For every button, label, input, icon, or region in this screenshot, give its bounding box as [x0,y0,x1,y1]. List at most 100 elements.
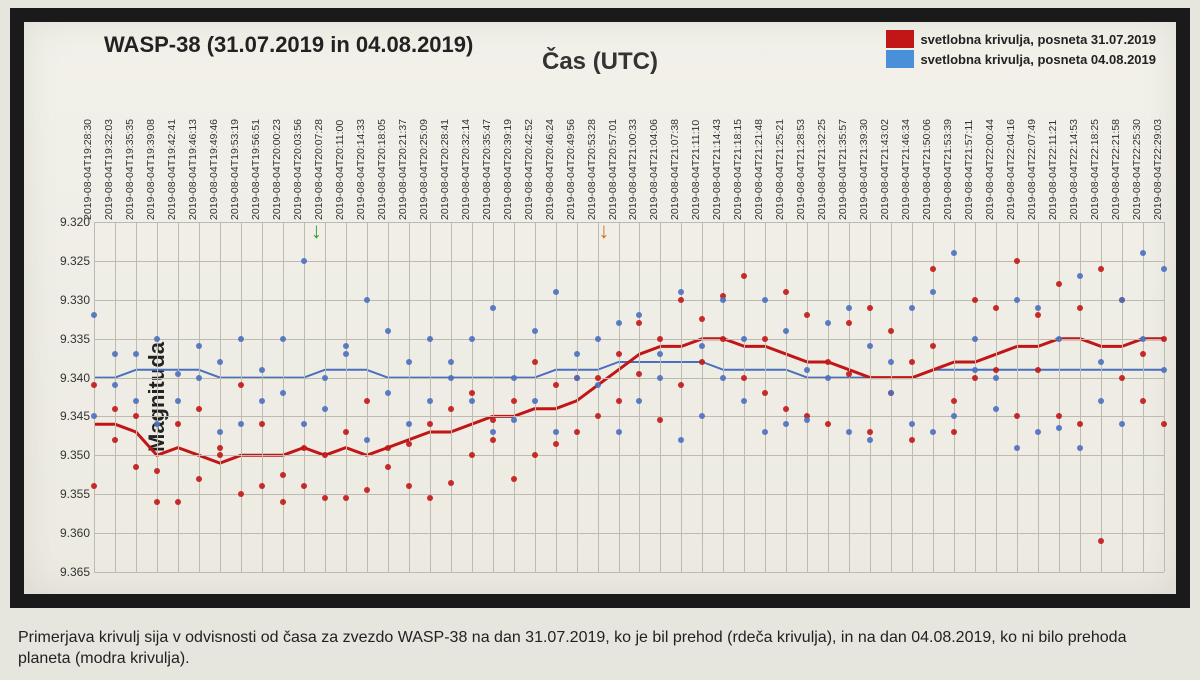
data-point [574,351,580,357]
data-point [762,390,768,396]
data-point [196,476,202,482]
data-point [364,487,370,493]
data-point [238,421,244,427]
xtick-label: 2019-08-04T20:14:33 [355,119,367,220]
plot-area: Magnituda 9.3209.3259.3309.3359.3409.345… [94,222,1164,572]
xtick-label: 2019-08-04T22:18:25 [1089,119,1101,220]
data-point [636,398,642,404]
data-point [259,483,265,489]
gridline-v [199,222,200,572]
data-point [678,437,684,443]
data-point [1077,421,1083,427]
data-point [1098,266,1104,272]
xtick-label: 2019-08-04T22:00:44 [984,119,996,220]
xtick-label: 2019-08-04T20:32:14 [460,119,472,220]
data-point [259,421,265,427]
data-point [238,491,244,497]
data-point [217,429,223,435]
data-point [762,336,768,342]
data-point [930,289,936,295]
data-point [1161,367,1167,373]
data-point [1014,297,1020,303]
data-point [825,359,831,365]
data-point [301,421,307,427]
data-point [1098,538,1104,544]
data-point [217,445,223,451]
data-point [1014,445,1020,451]
data-point [783,328,789,334]
data-point [490,305,496,311]
data-point [993,367,999,373]
data-point [1140,250,1146,256]
data-point [574,429,580,435]
gridline-v [807,222,808,572]
xtick-label: 2019-08-04T19:49:46 [208,119,220,220]
data-point [112,382,118,388]
legend-swatch-blue [886,50,914,68]
data-point [657,375,663,381]
data-point [343,351,349,357]
data-point [112,406,118,412]
annotation-arrow: ↓ [311,218,322,244]
data-point [616,429,622,435]
data-point [741,273,747,279]
gridline-v [94,222,95,572]
data-point [1035,305,1041,311]
xtick-label: 2019-08-04T19:39:08 [145,119,157,220]
data-point [322,452,328,458]
ytick-label: 9.325 [60,254,90,268]
data-point [595,382,601,388]
data-point [657,351,663,357]
data-point [657,336,663,342]
xtick-label: 2019-08-04T20:49:56 [565,119,577,220]
gridline-v [283,222,284,572]
xtick-label: 2019-08-04T22:29:03 [1152,119,1164,220]
data-point [804,312,810,318]
data-point [196,375,202,381]
data-point [741,375,747,381]
xtick-label: 2019-08-04T20:25:09 [418,119,430,220]
data-point [280,390,286,396]
legend-swatch-red [886,30,914,48]
gridline-h [94,261,1164,262]
data-point [993,406,999,412]
data-point [196,406,202,412]
data-point [532,359,538,365]
data-point [238,336,244,342]
gridline-v [912,222,913,572]
data-point [678,382,684,388]
data-point [1056,413,1062,419]
data-point [343,495,349,501]
gridline-v [346,222,347,572]
data-point [154,468,160,474]
xtick-label: 2019-08-04T21:43:02 [879,119,891,220]
data-point [636,320,642,326]
data-point [91,382,97,388]
data-point [699,413,705,419]
gridline-h [94,222,1164,223]
data-point [1014,413,1020,419]
gridline-v [765,222,766,572]
data-point [720,375,726,381]
data-point [301,483,307,489]
data-point [867,305,873,311]
data-point [909,437,915,443]
data-point [217,452,223,458]
data-point [1077,273,1083,279]
data-point [553,382,559,388]
xtick-label: 2019-08-04T21:07:38 [669,119,681,220]
data-point [427,336,433,342]
gridline-v [996,222,997,572]
xtick-label: 2019-08-04T22:25:30 [1131,119,1143,220]
data-point [322,495,328,501]
data-point [867,437,873,443]
data-point [825,320,831,326]
data-point [154,336,160,342]
data-point [1119,297,1125,303]
xtick-label: 2019-08-04T20:07:28 [313,119,325,220]
data-point [762,297,768,303]
xtick-label: 2019-08-04T22:14:53 [1068,119,1080,220]
data-point [91,413,97,419]
xtick-label: 2019-08-04T20:18:05 [376,119,388,220]
gridline-v [1059,222,1060,572]
